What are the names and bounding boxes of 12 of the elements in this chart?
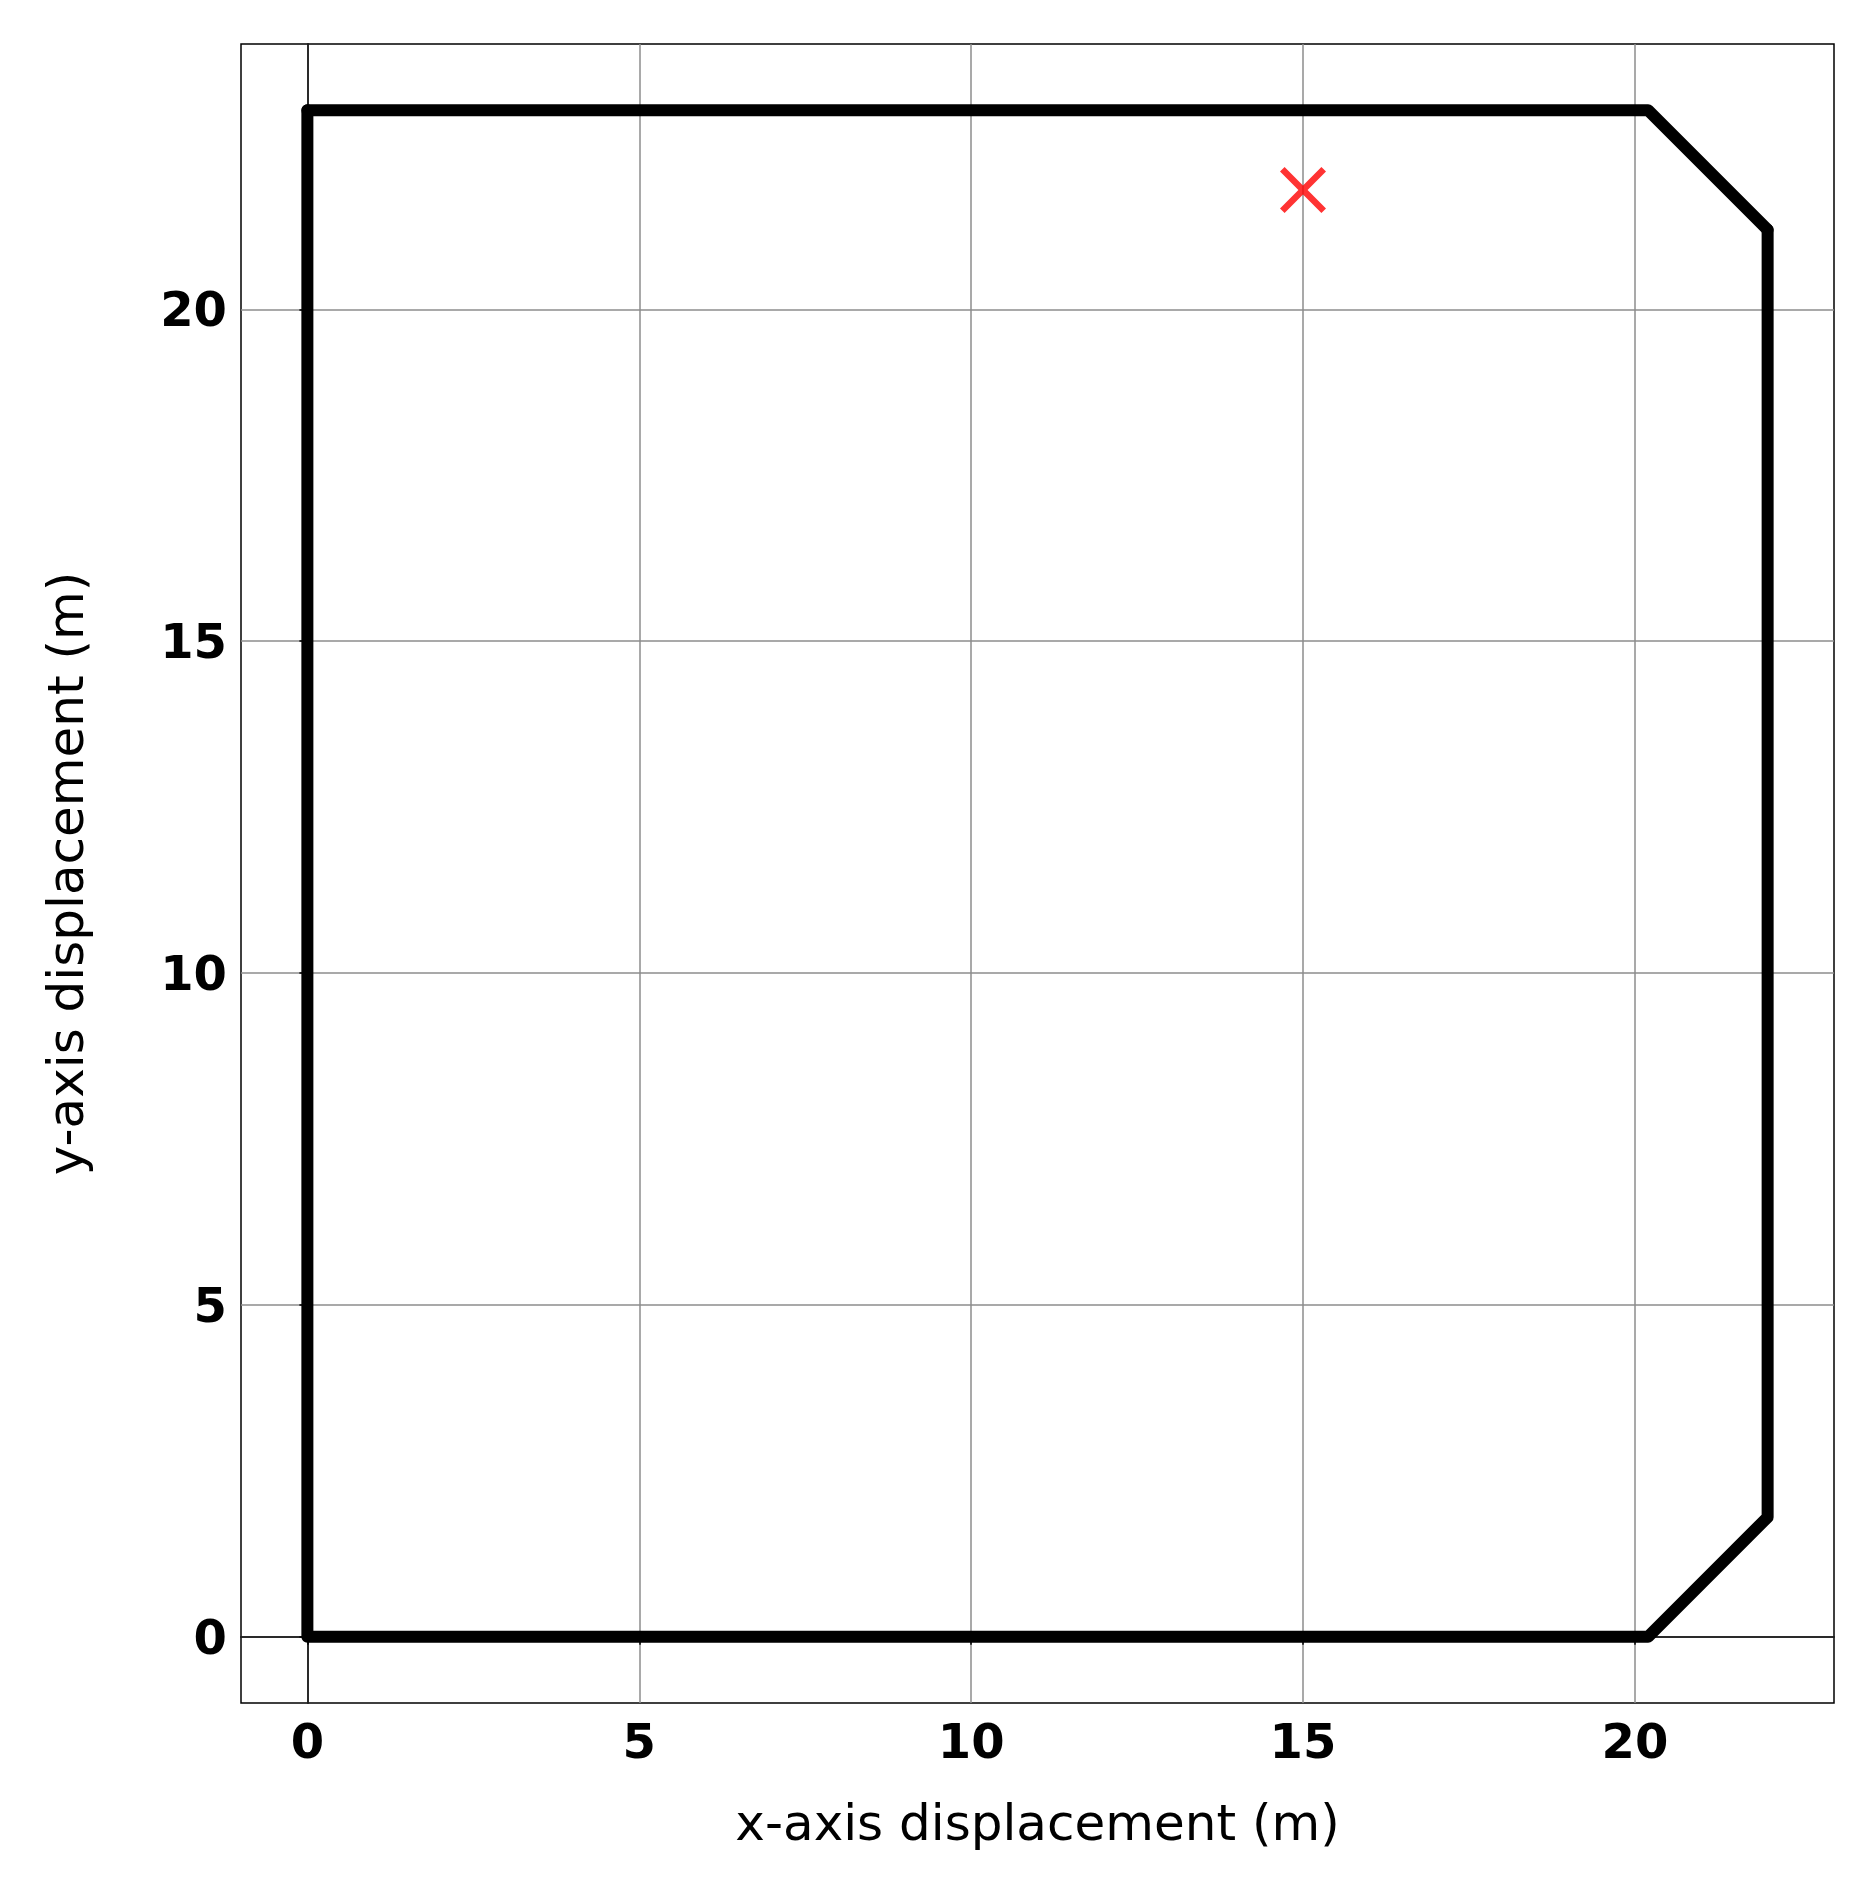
x-tick-label: 15 [1269, 1713, 1337, 1769]
y-tick-label: 10 [160, 945, 227, 1002]
x-tick-label: 10 [937, 1713, 1005, 1769]
y-tick-label: 20 [160, 281, 227, 338]
y-axis-title: y-axis displacement (m) [37, 571, 95, 1176]
x-axis-title: x-axis displacement (m) [735, 1794, 1340, 1852]
y-tick-label: 15 [160, 613, 227, 670]
x-tick-label: 20 [1601, 1713, 1669, 1769]
y-tick-label: 0 [193, 1608, 227, 1665]
x-tick-label: 5 [622, 1713, 656, 1769]
x-tick-label: 0 [290, 1713, 325, 1769]
y-tick-label: 5 [193, 1276, 227, 1333]
